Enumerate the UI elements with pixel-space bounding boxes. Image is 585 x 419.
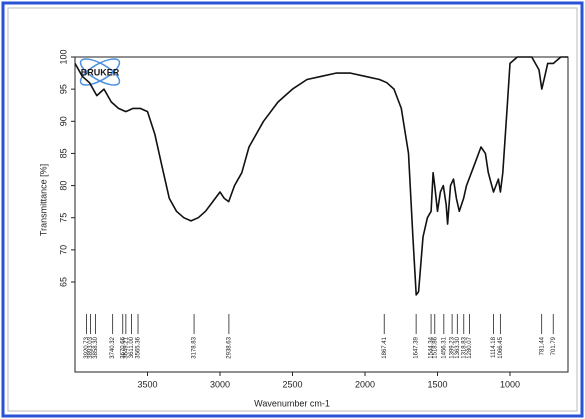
y-tick-label: 75 — [58, 213, 68, 223]
x-tick-label: 2500 — [282, 379, 302, 389]
peak-label: 1867.41 — [382, 336, 388, 358]
peak-label: 3670.66 — [120, 336, 126, 358]
peak-label: 3178.83 — [192, 336, 198, 358]
peak-label: 1066.45 — [498, 336, 504, 358]
x-tick-label: 1000 — [500, 379, 520, 389]
y-tick-label: 90 — [58, 116, 68, 126]
peak-label: 1399.23 — [450, 336, 456, 358]
logo-orbit — [79, 58, 121, 86]
peak-label: 3858.30 — [93, 336, 99, 358]
peak-label: 1318.83 — [461, 336, 467, 358]
x-tick-label: 3500 — [137, 379, 157, 389]
peak-label: 1114.18 — [491, 336, 497, 357]
y-tick-label: 100 — [58, 49, 68, 64]
y-tick-label: 65 — [58, 277, 68, 287]
x-tick-label: 2000 — [355, 379, 375, 389]
y-tick-label: 95 — [58, 84, 68, 94]
logo-text: BRUKER — [81, 67, 120, 77]
peak-label: 3649.21 — [123, 336, 129, 358]
peak-label: 1280.07 — [467, 336, 473, 358]
y-tick-label: 70 — [58, 245, 68, 255]
peak-label: 1456.31 — [441, 336, 447, 358]
peak-label: 2938.63 — [226, 336, 232, 358]
y-tick-label: 85 — [58, 148, 68, 158]
logo: BRUKER — [79, 58, 121, 86]
logo-orbit — [79, 58, 121, 86]
x-tick-label: 3000 — [210, 379, 230, 389]
plot-box — [74, 56, 569, 373]
peak-label: 1544.34 — [429, 336, 435, 358]
peak-label: 781.44 — [539, 336, 545, 355]
inner-border — [7, 7, 578, 412]
peak-label: 1363.30 — [455, 336, 461, 358]
x-tick-label: 1500 — [427, 379, 447, 389]
peak-label: 701.79 — [551, 336, 557, 355]
peak-label: 3740.32 — [110, 336, 116, 358]
y-tick-label: 80 — [58, 181, 68, 191]
x-axis-label: Wavenumber cm-1 — [254, 398, 330, 408]
peak-label: 1518.86 — [432, 336, 438, 358]
peak-label: 3920.73 — [84, 336, 90, 358]
y-axis-label: Transmittance [%] — [38, 164, 48, 236]
peak-label: 3611.00 — [129, 336, 135, 358]
peak-label: 3893.03 — [88, 336, 94, 358]
peak-label: 1647.39 — [414, 336, 420, 358]
peak-label: 3565.36 — [136, 336, 142, 358]
spectrum-line — [74, 56, 568, 296]
